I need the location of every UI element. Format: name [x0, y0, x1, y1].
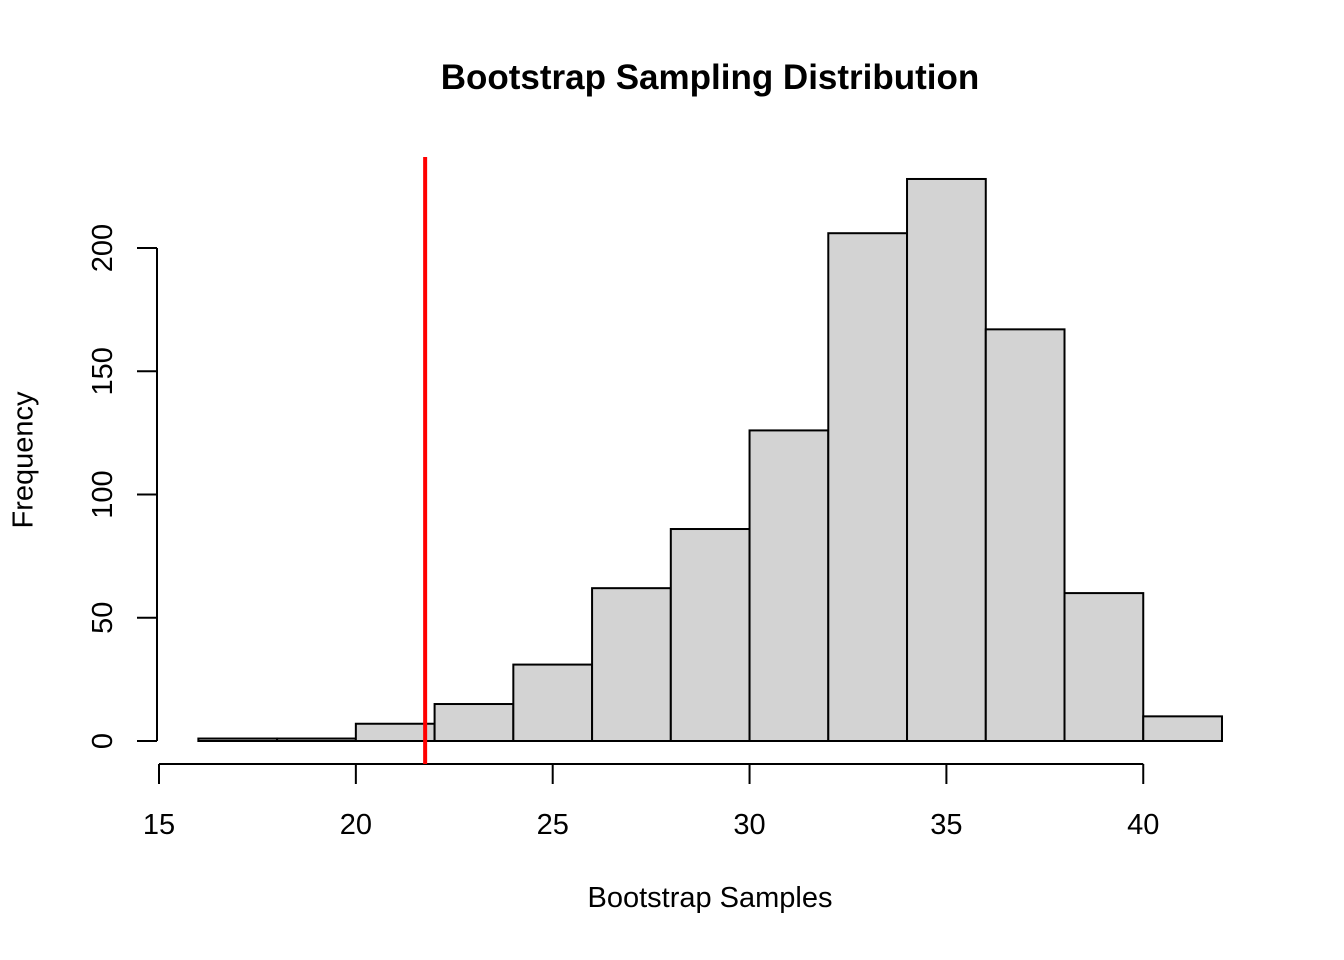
x-axis-label: Bootstrap Samples [587, 882, 833, 914]
histogram-bar [906, 177, 987, 743]
y-tick-label: 200 [87, 224, 119, 272]
histogram-bar [748, 429, 830, 742]
histogram-bar [984, 328, 1066, 742]
y-tick-label: 150 [87, 347, 119, 395]
y-axis: 0 50 100 150 200 [87, 224, 158, 749]
histogram-bar [512, 663, 594, 743]
x-tick-label: 40 [1127, 809, 1159, 841]
y-tick-label: 0 [87, 733, 119, 749]
histogram-bar [591, 587, 672, 742]
histogram-bar [827, 232, 909, 743]
x-tick-label: 25 [537, 809, 569, 841]
histogram-bar [354, 722, 436, 742]
histogram-bars [197, 177, 1223, 743]
y-tick-label: 100 [87, 470, 119, 518]
histogram-bar [276, 737, 357, 742]
histogram-bar [1142, 715, 1223, 742]
y-tick-label: 50 [87, 602, 119, 634]
histogram-bar [433, 703, 515, 743]
x-tick-label: 15 [143, 809, 175, 841]
chart-title: Bootstrap Sampling Distribution [440, 58, 980, 97]
x-tick-label: 30 [733, 809, 765, 841]
x-tick-label: 35 [930, 809, 962, 841]
histogram-bar [669, 528, 751, 743]
histogram-bar [197, 737, 279, 742]
x-tick-label: 20 [340, 809, 372, 841]
x-axis: 15 20 25 30 35 40 [143, 763, 1159, 841]
histogram-bar [1063, 592, 1145, 742]
